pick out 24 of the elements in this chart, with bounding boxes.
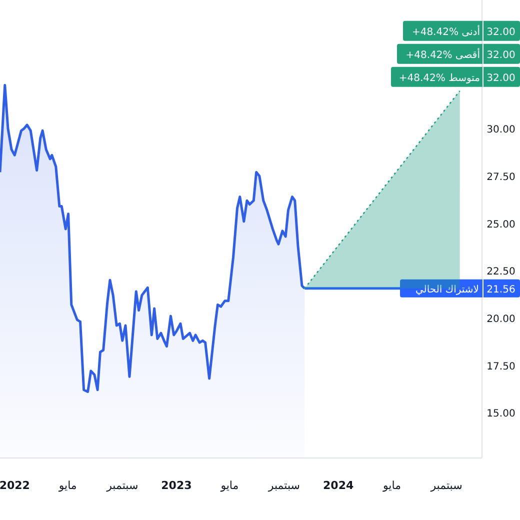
text: 21.56 bbox=[486, 284, 516, 296]
x-tick-label: مايو bbox=[382, 479, 402, 492]
y-tick-label: 22.50 bbox=[486, 266, 516, 278]
x-tick-label: مايو bbox=[220, 479, 239, 492]
ref-line-label: لاشتراك الحالي bbox=[415, 284, 479, 296]
text: 32.00 bbox=[486, 50, 516, 61]
y-tick-label: 20.00 bbox=[486, 314, 516, 325]
y-tick-label: 17.50 bbox=[486, 361, 516, 372]
x-tick-label: 2024 bbox=[323, 479, 354, 492]
y-tick-label: 30.00 bbox=[486, 124, 516, 136]
x-tick-label: 2023 bbox=[161, 479, 192, 492]
x-tick-label: مايو bbox=[58, 479, 77, 492]
x-tick-label: سبتمبر bbox=[267, 479, 300, 492]
y-tick-label: 27.50 bbox=[486, 172, 516, 184]
annotation: +48.42% متوسط bbox=[398, 72, 480, 84]
x-tick-label: 2022 bbox=[0, 479, 30, 492]
annotation: +48.42% أقصى bbox=[406, 48, 480, 61]
annotation: +48.42% أدنى bbox=[412, 24, 480, 38]
y-tick-label: 25.00 bbox=[486, 219, 516, 230]
y-tick-label: 15.00 bbox=[486, 408, 516, 420]
text: 32.00 bbox=[486, 26, 516, 38]
text: 32.00 bbox=[486, 72, 516, 84]
x-tick-label: سبتمبر bbox=[430, 479, 462, 492]
x-tick-label: سبتمبر bbox=[106, 479, 138, 492]
